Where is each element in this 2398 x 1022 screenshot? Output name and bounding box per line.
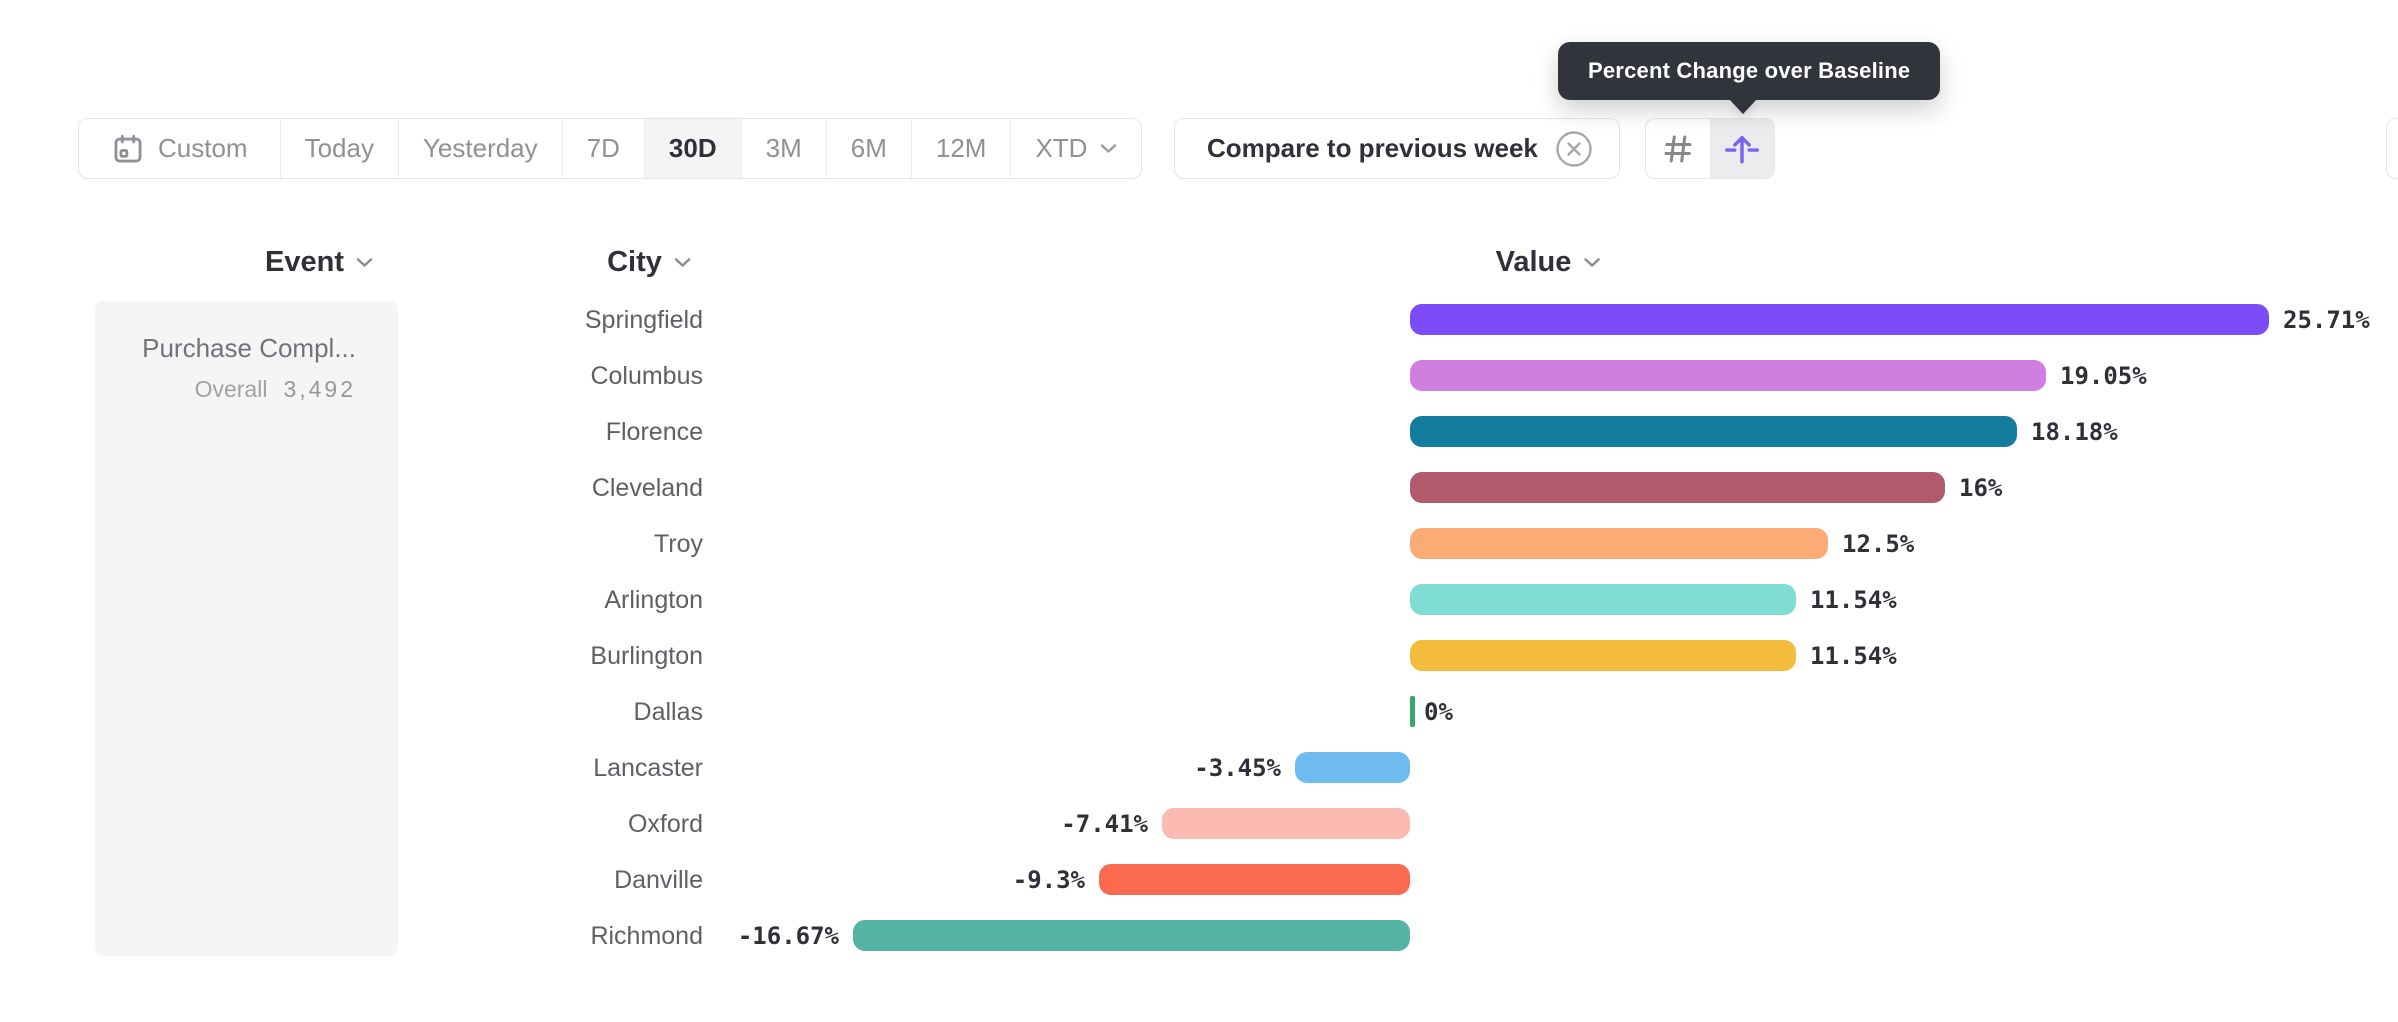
tooltip-text: Percent Change over Baseline [1588,58,1911,83]
date-range-7d[interactable]: 7D [561,119,644,178]
toolbar: Custom Today Yesterday 7D 30D 3M 6M 12M XTD Comp… [0,118,2398,179]
column-header-event[interactable]: Event [265,240,373,284]
chart-row: Troy 12.5% [0,516,2398,572]
event-overall-row: Overall 3,492 [111,376,356,403]
date-range-label: 6M [850,133,887,163]
event-panel[interactable]: Purchase Compl... Overall 3,492 [95,301,398,956]
bar[interactable] [1295,752,1410,783]
bar[interactable] [1410,640,1796,671]
chart-row: Dallas 0% [0,684,2398,740]
hash-icon [1660,131,1696,167]
event-column-label: Event [265,245,344,278]
date-range-yesterday[interactable]: Yesterday [397,119,562,178]
value-label: -3.45% [1194,754,1281,782]
city-label: Columbus [590,362,703,390]
chart-row: Springfield 25.71% [0,292,2398,348]
overall-value: 3,492 [283,376,356,402]
value-label: -7.41% [1061,810,1148,838]
city-label: Danville [614,866,703,894]
date-range-12m[interactable]: 12M [910,119,1011,178]
bar[interactable] [1410,584,1796,615]
date-range-xtd[interactable]: XTD [1010,119,1141,178]
chevron-down-icon [1583,257,1600,268]
bar[interactable] [1099,864,1410,895]
tooltip-arrow [1729,99,1757,114]
value-label: 12.5% [1842,530,1915,558]
city-label: Burlington [590,642,703,670]
city-label: Richmond [590,922,703,950]
bar[interactable] [1410,472,1945,503]
value-label: 19.05% [2060,362,2147,390]
bar[interactable] [1410,416,2017,447]
calendar-icon [111,132,145,166]
date-range-label: 30D [668,133,717,163]
value-label: 16% [1959,474,2003,502]
date-range-custom[interactable]: Custom [79,119,280,178]
percent-change-toggle[interactable] [1710,119,1774,178]
date-range-control: Custom Today Yesterday 7D 30D 3M 6M 12M XTD [78,118,1143,179]
city-label: Dallas [633,698,703,726]
date-range-30d[interactable]: 30D [643,119,741,178]
bar-chart: Springfield 25.71% Columbus 19.05% Florence 1… [0,292,2398,964]
city-column-label: City [607,245,662,278]
value-label: 18.18% [2031,418,2118,446]
value-label: 11.54% [1810,586,1897,614]
chart-row: Cleveland 16% [0,460,2398,516]
chart-view-toggle [1645,118,1775,179]
value-label: 11.54% [1810,642,1897,670]
bar[interactable] [1410,528,1828,559]
clipped-button-edge [2386,118,2398,179]
chart-row: Oxford -7.41% [0,796,2398,852]
value-label: 25.71% [2283,306,2370,334]
date-range-3m[interactable]: 3M [740,119,826,178]
compare-button[interactable]: Compare to previous week [1174,118,1620,179]
value-label: -9.3% [1012,866,1085,894]
city-label: Florence [605,418,703,446]
value-label: 0% [1424,698,1453,726]
city-label: Lancaster [593,754,703,782]
chart-row: Danville -9.3% [0,852,2398,908]
bar[interactable] [1410,360,2046,391]
circle-x-icon[interactable] [1555,130,1593,168]
city-label: Troy [653,530,703,558]
date-range-6m[interactable]: 6M [825,119,911,178]
chevron-down-icon [356,257,373,268]
event-name: Purchase Compl... [142,333,356,363]
value-column-label: Value [1495,245,1572,278]
chart-row: Lancaster -3.45% [0,740,2398,796]
date-range-label: Today [304,133,374,163]
chart-row: Burlington 11.54% [0,628,2398,684]
bar[interactable] [853,920,1410,951]
date-range-label: Custom [158,133,248,163]
absolute-values-toggle[interactable] [1646,119,1710,178]
chart-row: Arlington 11.54% [0,572,2398,628]
date-range-label: XTD [1035,133,1088,163]
bar[interactable] [1410,696,1415,727]
column-header-city[interactable]: City [607,240,691,284]
percent-change-icon [1724,131,1760,167]
value-label: -16.67% [737,922,839,950]
city-label: Springfield [584,306,703,334]
column-header-value[interactable]: Value [1496,240,1601,284]
date-range-label: 7D [586,133,620,163]
chart-row: Richmond -16.67% [0,908,2398,964]
chart-row: Columbus 19.05% [0,348,2398,404]
date-range-label: 12M [935,133,987,163]
bar[interactable] [1410,304,2269,335]
date-range-label: 3M [765,133,802,163]
date-range-label: Yesterday [422,133,538,163]
city-label: Arlington [604,586,703,614]
chart-row: Florence 18.18% [0,404,2398,460]
city-label: Oxford [627,810,703,838]
bar[interactable] [1162,808,1410,839]
overall-label: Overall [194,376,268,402]
city-label: Cleveland [591,474,703,502]
date-range-today[interactable]: Today [279,119,398,178]
tooltip: Percent Change over Baseline [1558,42,1941,100]
chevron-down-icon [674,257,691,268]
compare-label: Compare to previous week [1207,133,1538,163]
chevron-down-icon [1100,143,1117,154]
